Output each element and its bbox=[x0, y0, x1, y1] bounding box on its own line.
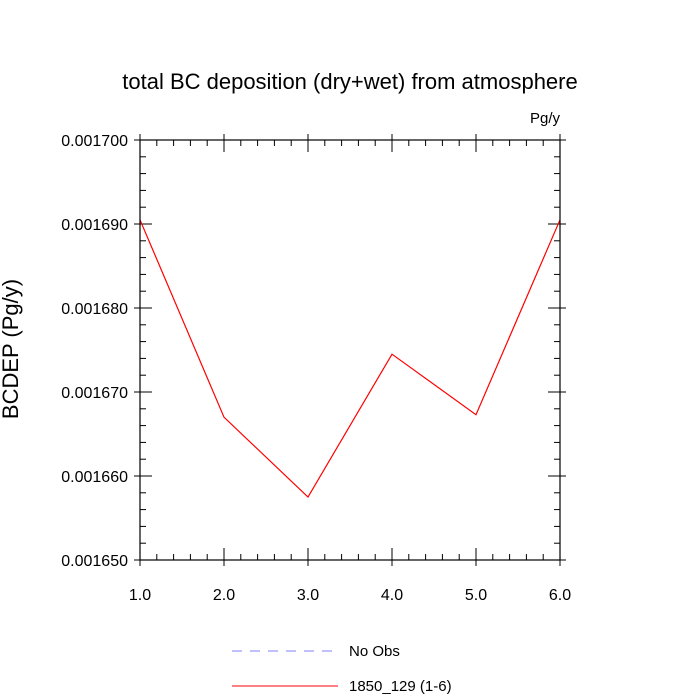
y-tick-label: 0.001650 bbox=[61, 553, 128, 570]
y-tick-label: 0.001680 bbox=[61, 301, 128, 318]
y-tick-label: 0.001700 bbox=[61, 133, 128, 150]
x-tick-label: 2.0 bbox=[213, 587, 235, 604]
y-tick-label: 0.001660 bbox=[61, 469, 128, 486]
y-tick-label: 0.001690 bbox=[61, 217, 128, 234]
legend-label: No Obs bbox=[349, 643, 400, 660]
units-label: Pg/y bbox=[530, 110, 561, 127]
legend-label: 1850_129 (1-6) bbox=[349, 678, 452, 695]
x-tick-label: 3.0 bbox=[297, 587, 319, 604]
x-tick-label: 1.0 bbox=[129, 587, 151, 604]
ticks-layer: 1.0 2.0 3.0 4.0 5.0 6.0 0.001650 0.001660 0.0016… bbox=[61, 133, 571, 604]
plot-frame bbox=[139, 139, 561, 561]
x-tick-label: 5.0 bbox=[465, 587, 487, 604]
x-tick-label: 4.0 bbox=[381, 587, 403, 604]
x-tick-label: 6.0 bbox=[549, 587, 571, 604]
chart-title: total BC deposition (dry+wet) from atmos… bbox=[122, 69, 577, 94]
y-axis-title: BCDEP (Pg/y) bbox=[0, 279, 23, 419]
series-layer bbox=[139, 219, 561, 498]
legend: No Obs 1850_129 (1-6) bbox=[232, 643, 452, 695]
y-tick-label: 0.001670 bbox=[61, 385, 128, 402]
series-line bbox=[139, 219, 561, 498]
